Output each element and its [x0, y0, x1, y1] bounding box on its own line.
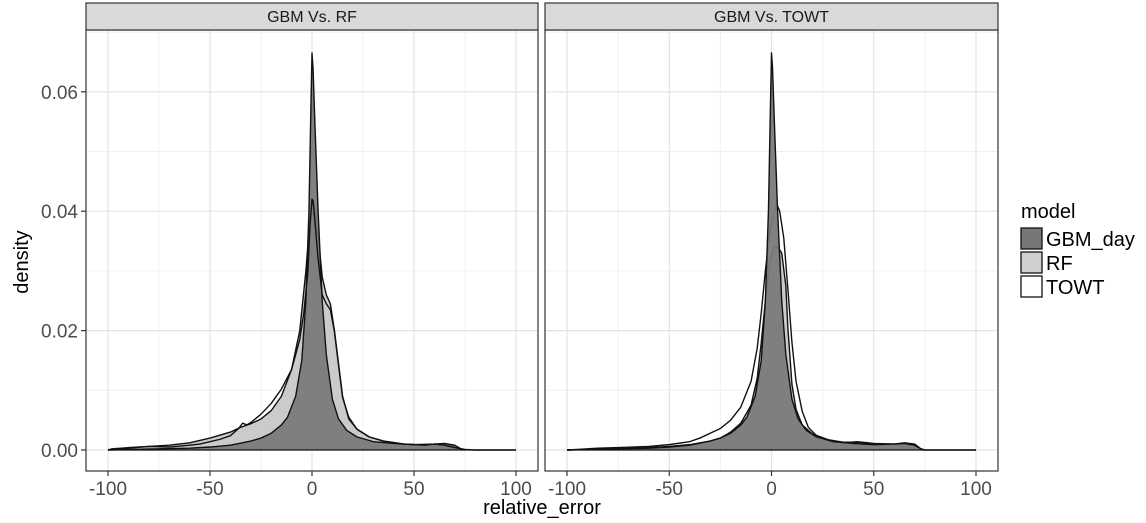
x-tick-label: -100	[548, 479, 586, 500]
facet-strip-label: GBM Vs. RF	[267, 9, 357, 26]
x-axis-title: relative_error	[483, 497, 601, 519]
density-line-towt	[107, 198, 516, 451]
x-tick-label: 0	[307, 479, 318, 500]
x-tick-label: 50	[403, 479, 424, 500]
legend-label: GBM_day	[1046, 229, 1135, 251]
x-tick-label: -50	[656, 479, 683, 500]
legend-key-towt	[1020, 275, 1043, 298]
density-area-rf	[108, 201, 465, 450]
x-tick-label: 0	[766, 479, 777, 500]
x-tick-label: 100	[500, 479, 532, 500]
facet-strip	[85, 2, 539, 31]
panel-1: GBM Vs. RF -100 -50 0 50 100	[85, 2, 539, 500]
facet-strip	[544, 2, 999, 31]
y-tick-label: 0.02	[41, 322, 78, 343]
legend-label: TOWT	[1046, 277, 1105, 299]
legend-label: RF	[1046, 253, 1073, 275]
density-line-gbm-day	[566, 52, 926, 451]
y-tick-label: 0.04	[41, 202, 78, 223]
legend-key-gbm-day	[1020, 227, 1043, 250]
legend-title: model	[1021, 201, 1075, 223]
x-tick-label: -100	[89, 479, 127, 500]
y-tick-label: 0.00	[41, 441, 78, 462]
y-tick-label: 0.06	[41, 83, 78, 104]
y-axis-title: density	[11, 230, 33, 293]
x-tick-label: 50	[863, 479, 884, 500]
panel-2: GBM Vs. TOWT -100 -50 0 50 100	[544, 2, 999, 500]
legend-key-rf	[1020, 251, 1043, 274]
x-tick-label: 100	[960, 479, 992, 500]
facet-strip-label: GBM Vs. TOWT	[714, 9, 829, 26]
x-tick-label: -50	[196, 479, 223, 500]
panels-layer: GBM Vs. RF -100 -50 0 50 100 GBM Vs. TOWT -100 -…	[41, 2, 999, 500]
